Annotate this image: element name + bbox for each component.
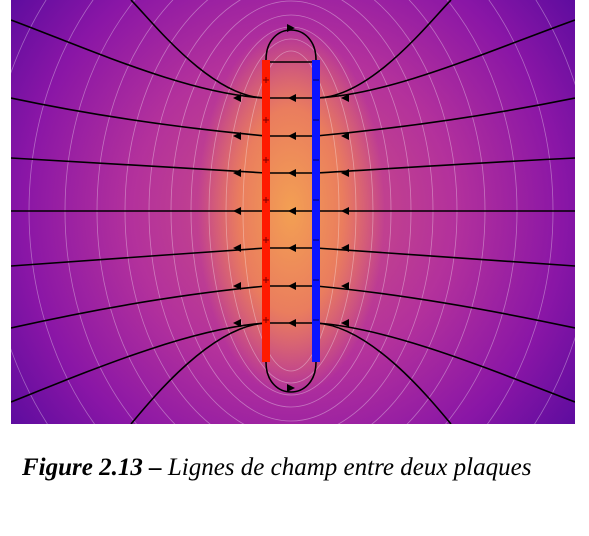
field-line-arrows [233, 24, 349, 392]
arrow-head [288, 282, 296, 290]
arrow-head [233, 244, 241, 252]
arrow-head-top [287, 24, 295, 32]
positive-plate [262, 60, 270, 362]
arrow-head [233, 169, 241, 177]
arrow-head [233, 282, 241, 290]
arrow-head [341, 319, 349, 327]
arrow-head [341, 132, 349, 140]
figure-label: Figure 2.13 – [22, 454, 162, 481]
arrow-head [341, 282, 349, 290]
field-line-right-9 [315, 322, 452, 424]
field-line-left-2 [11, 19, 267, 99]
figure-caption: Figure 2.13 – Lignes de champ entre deux… [22, 452, 547, 484]
arrow-head [288, 319, 296, 327]
arrow-head [341, 94, 349, 102]
field-line-bottom-loop [265, 361, 317, 393]
arrow-head [233, 94, 241, 102]
arrow-head [288, 132, 296, 140]
field-line-left-7 [11, 285, 267, 329]
arrow-head [233, 207, 241, 215]
field-lines-figure [11, 0, 575, 424]
field-line-left-6 [11, 247, 267, 267]
field-line-left-1 [130, 0, 267, 99]
arrow-head [288, 244, 296, 252]
arrow-head [288, 207, 296, 215]
arrow-head-bottom [287, 384, 295, 392]
arrow-head [341, 169, 349, 177]
field-line-left-4 [11, 157, 267, 174]
figure-caption-text: Lignes de champ entre deux plaques [167, 454, 532, 481]
arrow-head [288, 94, 296, 102]
arrow-head [233, 319, 241, 327]
field-line-right-8 [315, 322, 575, 403]
negative-charge-marks [313, 79, 319, 321]
field-line-left-8 [11, 322, 267, 403]
negative-plate [312, 60, 320, 362]
arrow-head [341, 244, 349, 252]
arrow-head [341, 207, 349, 215]
arrow-head [233, 132, 241, 140]
field-line-right-2 [315, 19, 575, 99]
field-line-right-1 [315, 0, 452, 99]
field-line-left-9 [130, 322, 267, 424]
arrow-head [288, 169, 296, 177]
field-line-left-3 [11, 97, 267, 137]
positive-charge-marks [263, 77, 269, 323]
